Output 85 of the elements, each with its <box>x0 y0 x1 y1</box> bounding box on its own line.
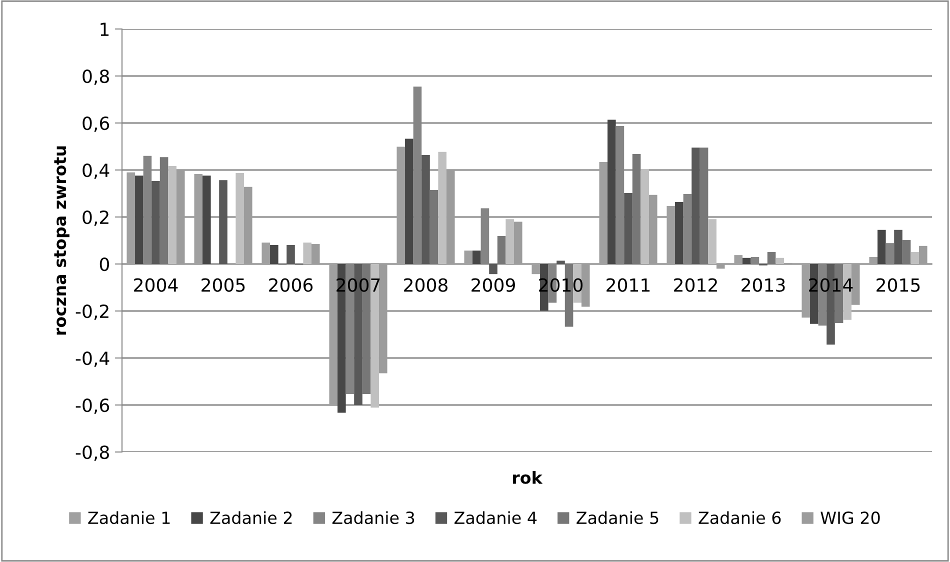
bar <box>244 186 252 264</box>
bar <box>497 236 506 264</box>
legend-label: Zadanie 1 <box>88 511 170 524</box>
legend-label: Zadanie 5 <box>576 511 658 524</box>
bar <box>126 172 136 264</box>
bar <box>311 244 320 264</box>
bar <box>624 193 632 264</box>
legend-label: Zadanie 3 <box>332 511 414 524</box>
y-tick-label: -0,4 <box>76 351 110 367</box>
x-tick-label: 2012 <box>674 278 717 292</box>
bar <box>135 176 144 264</box>
legend-label: Zadanie 2 <box>210 511 292 524</box>
y-tick-label: 1 <box>100 22 109 36</box>
legend-label: Zadanie 4 <box>454 511 537 524</box>
bar <box>202 176 211 264</box>
y-tick-label: -0,2 <box>76 304 108 320</box>
y-tick-label: 0,2 <box>82 210 108 226</box>
x-tick-label: 2013 <box>742 278 785 292</box>
x-tick-label: 2008 <box>404 278 448 292</box>
bar <box>329 264 338 405</box>
y-axis-title: roczna stopa zwrotu <box>54 146 70 335</box>
bar <box>675 202 684 264</box>
bar <box>303 242 312 264</box>
bar <box>378 264 388 374</box>
x-axis-title: rok <box>513 471 543 484</box>
bar <box>692 148 700 264</box>
y-tick-label: 0,8 <box>82 69 109 85</box>
bar <box>700 148 708 264</box>
legend-label: Zadanie 6 <box>698 511 781 524</box>
bar <box>742 258 751 264</box>
bar <box>902 240 911 264</box>
bar <box>168 166 176 264</box>
bar <box>506 219 514 264</box>
bar <box>910 252 919 264</box>
bar <box>152 181 160 264</box>
bar <box>734 255 743 264</box>
bar <box>286 244 295 264</box>
y-tick-label: -0,6 <box>76 398 110 414</box>
y-tick-label: 0,6 <box>82 116 110 132</box>
bar <box>581 264 590 307</box>
bar <box>918 246 928 264</box>
bar <box>640 169 649 264</box>
bar <box>472 250 481 264</box>
bar <box>532 264 540 274</box>
y-tick-label: -0,8 <box>76 445 109 461</box>
bar <box>716 264 725 269</box>
bar <box>802 264 810 318</box>
bar <box>489 264 498 274</box>
bar <box>236 173 244 264</box>
x-tick-label: 2004 <box>134 278 178 292</box>
legend-label: WIG 20 <box>820 511 880 524</box>
bar <box>194 174 203 264</box>
bar <box>176 169 185 264</box>
bar <box>262 242 270 264</box>
x-tick-label: 2011 <box>606 278 650 292</box>
x-tick-label: 2006 <box>269 278 313 292</box>
bar <box>464 250 473 264</box>
bar <box>767 252 776 264</box>
bar <box>446 169 455 264</box>
bar <box>438 152 446 264</box>
bar <box>396 146 406 264</box>
bar <box>666 206 676 264</box>
x-tick-label: 2015 <box>876 278 920 292</box>
bar <box>608 120 616 264</box>
bar <box>514 222 522 264</box>
bar <box>869 256 878 264</box>
bar <box>878 230 886 264</box>
bar <box>219 180 228 264</box>
bar <box>708 219 716 264</box>
y-tick-label: 0,4 <box>82 163 110 179</box>
bar <box>160 157 168 264</box>
x-tick-label: 2009 <box>472 278 515 292</box>
bar <box>648 194 658 264</box>
bar <box>851 264 860 305</box>
y-tick-label: 0 <box>100 257 109 272</box>
bar <box>556 260 565 264</box>
bar <box>422 154 430 264</box>
bar <box>894 230 902 264</box>
bar <box>270 244 278 264</box>
bar <box>776 258 784 264</box>
x-tick-label: 2005 <box>202 278 245 292</box>
bar <box>430 190 438 264</box>
bar <box>599 162 608 264</box>
bar <box>405 138 414 264</box>
bar <box>632 154 641 264</box>
